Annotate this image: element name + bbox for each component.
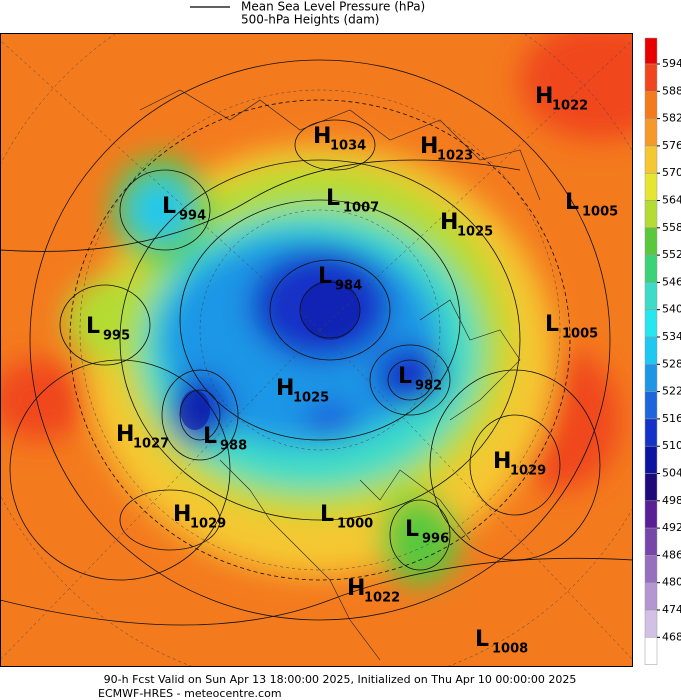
colorbar-label: 534 [662,330,681,343]
colorbar-box [644,418,658,447]
center-value: 1034 [330,139,366,154]
center-value: 988 [220,439,247,454]
colorbar-box [644,118,658,147]
center-value: 1023 [437,149,473,164]
footer-source: ECMWF-HRES - meteocentre.com [98,687,282,700]
colorbar-label: 546 [662,275,681,288]
legend-mslp: Mean Sea Level Pressure (hPa) [241,0,425,14]
colorbar-label: 480 [662,576,681,589]
colorbar-label: 552 [662,248,681,261]
center-value: 984 [335,279,362,294]
center-value: 1025 [293,391,329,406]
colorbar-label: 498 [662,494,681,507]
colorbar: 594 588 582 576 570 564 558 552 546 540 534 528 522 5… [644,37,681,665]
center-letter: L [86,314,100,339]
center-value: 1022 [552,99,588,114]
colorbar-label: 540 [662,303,681,316]
center-value: 1008 [492,642,528,657]
center-value: 982 [415,379,442,394]
colorbar-box [644,500,658,529]
colorbar-box [644,336,658,365]
center-letter: L [545,312,559,337]
map-frame [0,33,633,667]
center-value: 1029 [190,517,226,532]
colorbar-label: 492 [662,521,681,534]
colorbar-box [644,637,658,665]
center-letter: H [173,502,191,527]
colorbar-label: 588 [662,84,681,97]
colorbar-box [644,227,658,256]
colorbar-box [644,63,658,92]
colorbar-label: 474 [662,603,681,616]
center-letter: H [116,422,134,447]
center-letter: L [203,424,217,449]
colorbar-box [644,391,658,420]
center-letter: H [313,124,331,149]
colorbar-box [644,254,658,283]
center-value: 1005 [582,205,618,220]
center-letter: H [347,576,365,601]
colorbar-box [644,200,658,229]
colorbar-box [644,555,658,583]
center-value: 995 [103,329,130,344]
center-letter: L [565,190,579,215]
center-letter: L [162,194,176,219]
colorbar-label: 486 [662,548,681,561]
colorbar-label: 522 [662,385,681,398]
colorbar-box [644,37,658,65]
colorbar-box [644,309,658,338]
center-value: 1007 [343,201,379,216]
colorbar-box [644,582,658,611]
colorbar-box [644,172,658,201]
center-letter: L [475,627,489,652]
center-letter: L [405,517,419,542]
footer-valid: 90-h Fcst Valid on Sun Apr 13 18:00:00 2… [104,673,577,686]
colorbar-box [644,364,658,392]
center-letter: L [326,186,340,211]
colorbar-label: 582 [662,112,681,125]
colorbar-label: 510 [662,439,681,452]
center-letter: H [535,84,553,109]
colorbar-box [644,145,658,174]
center-value: 1000 [337,517,373,532]
colorbar-box [644,527,658,556]
center-value: 1025 [457,225,493,240]
colorbar-label: 576 [662,139,681,152]
center-value: 1029 [510,464,546,479]
center-value: 1027 [133,437,169,452]
colorbar-box [644,91,658,119]
colorbar-label: 468 [662,630,681,643]
colorbar-label: 570 [662,166,681,179]
center-value: 996 [422,532,449,547]
colorbar-label: 504 [662,467,681,480]
colorbar-box [644,282,658,310]
center-value: 994 [179,209,206,224]
center-letter: H [493,449,511,474]
center-letter: H [276,376,294,401]
center-letter: H [420,134,438,159]
center-letter: L [320,502,334,527]
colorbar-label: 528 [662,357,681,370]
colorbar-label: 558 [662,221,681,234]
legend-heights: 500-hPa Heights (dam) [241,13,379,27]
colorbar-label: 594 [662,57,681,70]
center-letter: L [398,364,412,389]
colorbar-label: 516 [662,412,681,425]
colorbar-box [644,473,658,502]
colorbar-label: 564 [662,194,681,207]
center-value: 1005 [562,327,598,342]
center-letter: L [318,264,332,289]
colorbar-box [644,445,658,474]
center-value: 1022 [364,591,400,606]
colorbar-box [644,609,658,638]
center-letter: H [440,210,458,235]
